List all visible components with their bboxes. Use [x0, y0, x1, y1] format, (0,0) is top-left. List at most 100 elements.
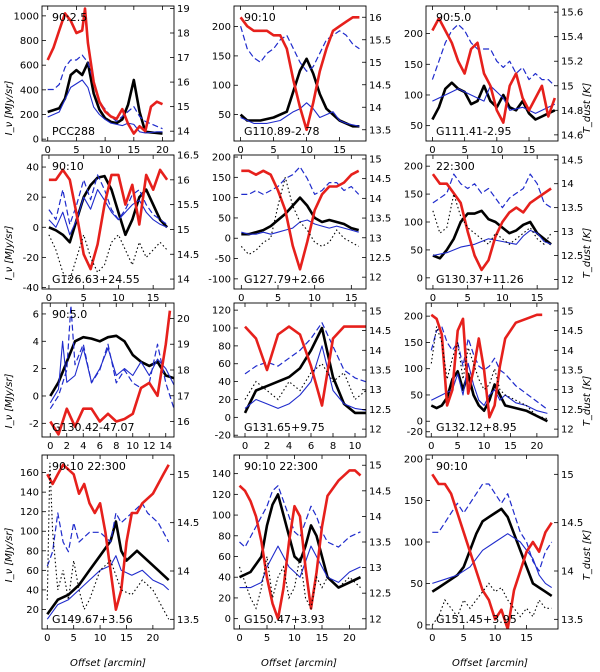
x-tick-label: 4: [80, 441, 86, 452]
x-tick-label: 6: [97, 441, 103, 452]
series-blue-dashed-line: [431, 23, 556, 87]
y2-tick-label: 13.5: [369, 538, 391, 549]
series-group: [431, 17, 557, 124]
y2-tick-label: 15: [177, 470, 190, 481]
y2-tick-label: 16: [369, 13, 382, 24]
y2-tick-label: 15.2: [561, 57, 583, 68]
y2-tick-label: 19: [177, 4, 190, 15]
y2-tick-label: 17: [177, 53, 190, 64]
y-tick-label: 0: [417, 273, 423, 284]
series-group: [238, 469, 362, 621]
axes-frame: [41, 5, 175, 142]
axes-frame: [233, 454, 367, 630]
source-name: G130.42-47.07: [52, 421, 134, 434]
ylabel-left-row4: I_ν [MJy/sr]: [4, 528, 15, 583]
series-black-dotted-line: [432, 191, 552, 246]
panel-11: 0 5 10 15 20 0 20 40 60 80 100 120 140 12 12.5 13 13.5 14…: [212, 454, 391, 644]
series-blue-dashed-line: [48, 174, 168, 226]
panel-layer: 0 5 10 15 200200400600800100014151617181990:…: [14, 4, 584, 644]
source-name: G126.63+24.55: [52, 273, 140, 286]
y2-tick-label: 14.5: [369, 174, 391, 185]
series-blue-dashed-line: [240, 26, 360, 72]
panel-6: 0 5 10 150501001502001212.51313.51414.522:3…: [404, 154, 583, 304]
y2-tick-label: 14.8: [561, 106, 583, 117]
y2-tick-label: 18: [177, 29, 190, 40]
series-blue-dashed-line: [432, 173, 552, 209]
y2-tick-label: 14: [561, 179, 574, 190]
x-tick-label: 20: [147, 633, 160, 644]
source-name: G127.79+2.66: [244, 273, 325, 286]
y2-tick-label: 14: [369, 194, 382, 205]
panel-1: 0 5 10 15 200200400600800100014151617181990:…: [14, 4, 190, 156]
x-tick-label: 0: [238, 293, 244, 304]
y-tick-label: 2: [33, 364, 39, 375]
x-tick-label: 5: [461, 145, 467, 156]
x-tick-label: 10: [112, 293, 125, 304]
resolution-annotation: 90:5.0: [52, 308, 87, 321]
y-tick-label: 120: [212, 306, 231, 317]
x-tick-label: 0: [430, 293, 436, 304]
y-tick-label: 140: [212, 469, 231, 480]
series-red-line: [48, 168, 169, 271]
y-tick-label: 600: [20, 61, 39, 72]
y2-tick-label: 20: [177, 314, 190, 325]
x-tick-label: 10: [288, 633, 301, 644]
y2-tick-label: 13.5: [369, 125, 391, 136]
x-tick-label: 0: [429, 145, 435, 156]
y-tick-label: 40: [26, 163, 39, 174]
x-tick-label: 10: [478, 441, 491, 452]
y-tick-label: 50: [410, 245, 423, 256]
series-red-line: [46, 7, 164, 135]
x-tick-label: 15: [120, 633, 133, 644]
y-tick-label: 120: [20, 507, 39, 518]
series-group: [46, 462, 170, 620]
y2-tick-label: 14.5: [369, 80, 391, 91]
y-tick-label: 0: [225, 413, 231, 424]
y2-tick-label: 15: [177, 225, 190, 236]
series-blue-dashed-line: [46, 502, 170, 567]
y2-tick-label: 12: [369, 273, 382, 284]
x-tick-label: 12: [143, 441, 156, 452]
series-blue-dashed-line: [430, 326, 548, 410]
y2-tick-label: 19: [177, 340, 190, 351]
series-group: [243, 322, 366, 415]
y2-tick-label: 16: [177, 78, 190, 89]
y-tick-label: 4: [33, 337, 39, 348]
y-tick-label: 150: [404, 60, 423, 71]
x-tick-label: 0: [429, 633, 435, 644]
x-tick-label: 0: [242, 441, 248, 452]
y-tick-label: 120: [212, 490, 231, 501]
resolution-annotation: 90:10: [436, 460, 468, 473]
x-tick-label: 20: [343, 633, 356, 644]
x-tick-label: 15: [531, 293, 544, 304]
x-tick-label: 0: [236, 633, 242, 644]
series-black-line: [239, 57, 360, 128]
y2-tick-label: 18: [177, 366, 190, 377]
y-tick-label: -50: [215, 254, 231, 265]
x-tick-label: 10: [308, 293, 321, 304]
y-tick-label: 100: [404, 90, 423, 101]
y-tick-label: 20: [26, 605, 39, 616]
y2-tick-label: 14: [561, 346, 574, 357]
series-blue-line: [240, 102, 360, 127]
x-tick-label: 15: [520, 633, 533, 644]
series-black-dotted-line: [244, 362, 366, 401]
y2-tick-label: 13.5: [561, 366, 583, 377]
x-tick-label: 20: [156, 145, 169, 156]
y2-tick-label: 13: [561, 385, 574, 396]
y-tick-label: 60: [218, 359, 231, 370]
series-group: [49, 305, 174, 436]
series-black-line: [47, 61, 163, 135]
series-group: [48, 168, 169, 282]
source-name: G130.37+11.26: [436, 273, 524, 286]
x-tick-label: 6: [308, 441, 314, 452]
source-name: G151.45+3.95: [436, 613, 517, 626]
y2-tick-label: 15.6: [561, 8, 583, 19]
x-tick-label: 15: [523, 145, 536, 156]
y-tick-label: 0: [33, 391, 39, 402]
source-name: G111.41-2.95: [436, 125, 511, 138]
y2-tick-label: 14: [369, 346, 382, 357]
y-tick-label: 40: [26, 585, 39, 596]
series-black-line: [243, 326, 366, 415]
